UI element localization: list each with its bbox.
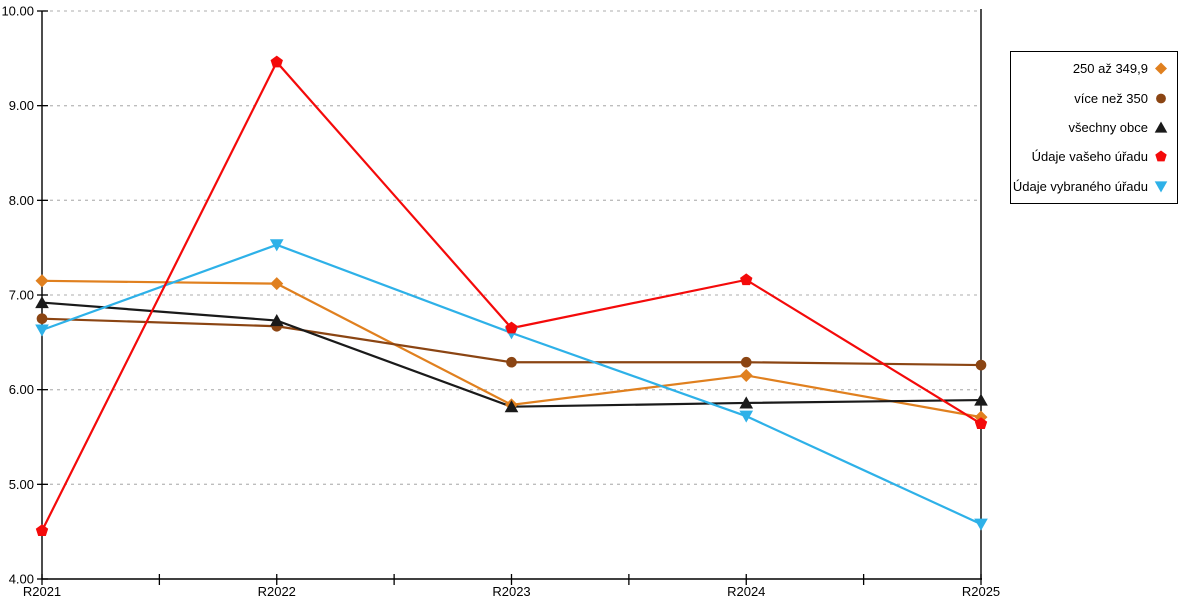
circle-marker-icon [1156, 93, 1166, 103]
legend-item: více než 350 [1015, 91, 1169, 106]
pentagon-marker-icon [270, 55, 283, 68]
triangle-up-marker-icon [739, 396, 754, 409]
y-tick-label: 10.00 [1, 4, 34, 19]
y-tick-label: 5.00 [9, 477, 34, 492]
diamond-marker-icon [1155, 62, 1167, 75]
legend-label: více než 350 [1074, 90, 1148, 106]
triangle-down-marker-icon [269, 239, 284, 252]
pentagon-marker-icon [35, 524, 49, 536]
series-line [41, 243, 982, 526]
triangle-down-marker-icon [739, 410, 754, 423]
legend-label: Údaje vybraného úřadu [1012, 178, 1148, 194]
legend-item: všechny obce [1015, 120, 1169, 135]
y-tick-label: 8.00 [9, 193, 34, 208]
triangle-up-marker-icon [504, 400, 519, 413]
pentagon-marker-icon [974, 417, 988, 430]
legend-label: Údaje vašeho úřadu [1031, 149, 1148, 165]
triangle-up-marker-icon [1154, 121, 1168, 133]
x-tick-label: R2024 [727, 584, 765, 599]
circle-marker-icon [36, 313, 48, 324]
legend-label: všechny obce [1068, 119, 1149, 135]
circle-marker-icon [740, 356, 752, 368]
y-tick-label: 4.00 [9, 572, 34, 587]
legend: 250 až 349,9 více než 350 všechny obce Ú… [1010, 51, 1178, 204]
triangle-up-marker-icon [269, 314, 284, 327]
series-line [41, 279, 982, 419]
pentagon-marker-icon [505, 321, 518, 334]
triangle-up-marker-icon [1154, 121, 1168, 133]
legend-label: 250 až 349,9 [1072, 61, 1148, 77]
pentagon-marker-icon [1155, 150, 1167, 162]
triangle-down-marker-icon [35, 324, 49, 337]
diamond-marker-icon [270, 277, 284, 291]
x-tick-label: R2023 [492, 584, 530, 599]
x-tick-label: R2021 [23, 584, 61, 599]
diamond-marker-icon [35, 274, 49, 288]
triangle-down-marker-icon [974, 518, 988, 531]
pentagon-marker-icon [1155, 150, 1167, 162]
circle-marker-icon [1156, 93, 1166, 103]
y-tick-label: 7.00 [9, 288, 34, 303]
circle-marker-icon [975, 359, 987, 371]
pentagon-marker-icon [740, 273, 753, 286]
x-tick-label: R2025 [962, 584, 1000, 599]
legend-item: 250 až 349,9 [1015, 61, 1169, 76]
y-tick-label: 6.00 [9, 382, 34, 397]
triangle-down-marker-icon [1154, 181, 1168, 193]
diamond-marker-icon [739, 368, 753, 382]
x-tick-label: R2022 [258, 584, 296, 599]
triangle-down-marker-icon [1154, 181, 1168, 193]
legend-item: Údaje vašeho úřadu [1015, 149, 1169, 164]
y-tick-label: 9.00 [9, 98, 34, 113]
diamond-marker-icon [1155, 62, 1167, 75]
circle-marker-icon [506, 356, 517, 368]
triangle-up-marker-icon [35, 296, 49, 309]
legend-item: Údaje vybraného úřadu [1012, 178, 1169, 194]
triangle-up-marker-icon [974, 393, 988, 406]
